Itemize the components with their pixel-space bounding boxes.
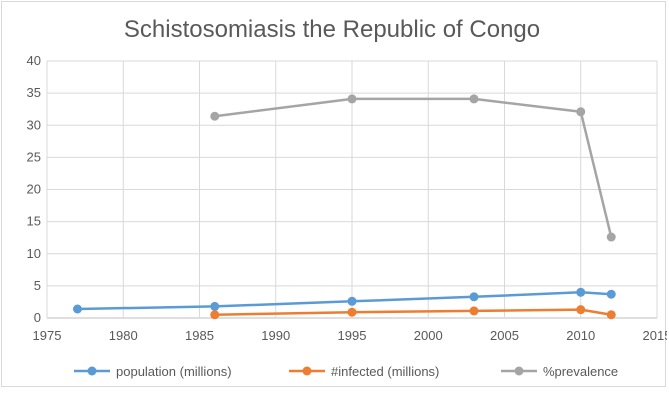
legend-item: population (millions) (74, 364, 232, 379)
y-tick-label: 30 (27, 117, 41, 132)
y-tick-label: 0 (34, 310, 41, 325)
x-tick-label: 1985 (185, 328, 214, 343)
legend-marker (302, 366, 312, 376)
data-point (576, 107, 586, 117)
axes: 0 5 10 15 20 25 30 35 40 1975 1980 1985 1990 1995 2000… (27, 53, 669, 343)
data-point (576, 287, 586, 297)
x-tick-label: 2000 (414, 328, 443, 343)
x-tick-label: 2005 (490, 328, 519, 343)
series-group (73, 94, 616, 320)
data-point (469, 94, 479, 104)
data-point (606, 289, 616, 299)
x-tick-label: 1980 (109, 328, 138, 343)
legend-label: population (millions) (116, 364, 232, 379)
y-tick-label: 35 (27, 85, 41, 100)
y-tick-label: 40 (27, 53, 41, 68)
x-tick-label: 1975 (33, 328, 62, 343)
y-tick-label: 10 (27, 246, 41, 261)
data-point (469, 292, 479, 302)
x-tick-label: 1995 (338, 328, 367, 343)
data-point (606, 232, 616, 242)
data-point (210, 301, 220, 311)
legend: population (millions) #infected (millions… (74, 364, 618, 379)
data-point (606, 310, 616, 320)
y-tick-label: 5 (34, 278, 41, 293)
legend-label: #infected (millions) (331, 364, 439, 379)
y-tick-label: 15 (27, 214, 41, 229)
series-line (77, 291, 612, 311)
grid-lines (46, 60, 658, 319)
data-point (73, 304, 82, 314)
legend-item: #infected (millions) (289, 364, 439, 379)
legend-marker (514, 366, 524, 376)
series-3 (210, 94, 616, 242)
data-point (210, 310, 220, 320)
x-tick-label: 2010 (566, 328, 595, 343)
data-point (210, 111, 220, 121)
x-tick-label: 1990 (261, 328, 290, 343)
x-tick-label: 2015 (643, 328, 667, 343)
series-1 (73, 287, 616, 314)
series-2 (210, 305, 616, 320)
data-point (347, 307, 357, 317)
y-tick-label: 20 (27, 182, 41, 197)
legend-marker (87, 366, 97, 376)
y-tick-label: 25 (27, 149, 41, 164)
data-point (469, 306, 479, 316)
legend-item: %prevalence (501, 364, 618, 379)
data-point (576, 305, 586, 315)
series-line (214, 97, 613, 238)
chart-title: Schistosomiasis the Republic of Congo (124, 16, 540, 43)
series-line (214, 308, 612, 317)
chart-svg: Schistosomiasis the Republic of Congo 0 5… (27, 16, 669, 379)
data-point (347, 94, 357, 104)
legend-label: %prevalence (543, 364, 618, 379)
data-point (347, 296, 357, 306)
